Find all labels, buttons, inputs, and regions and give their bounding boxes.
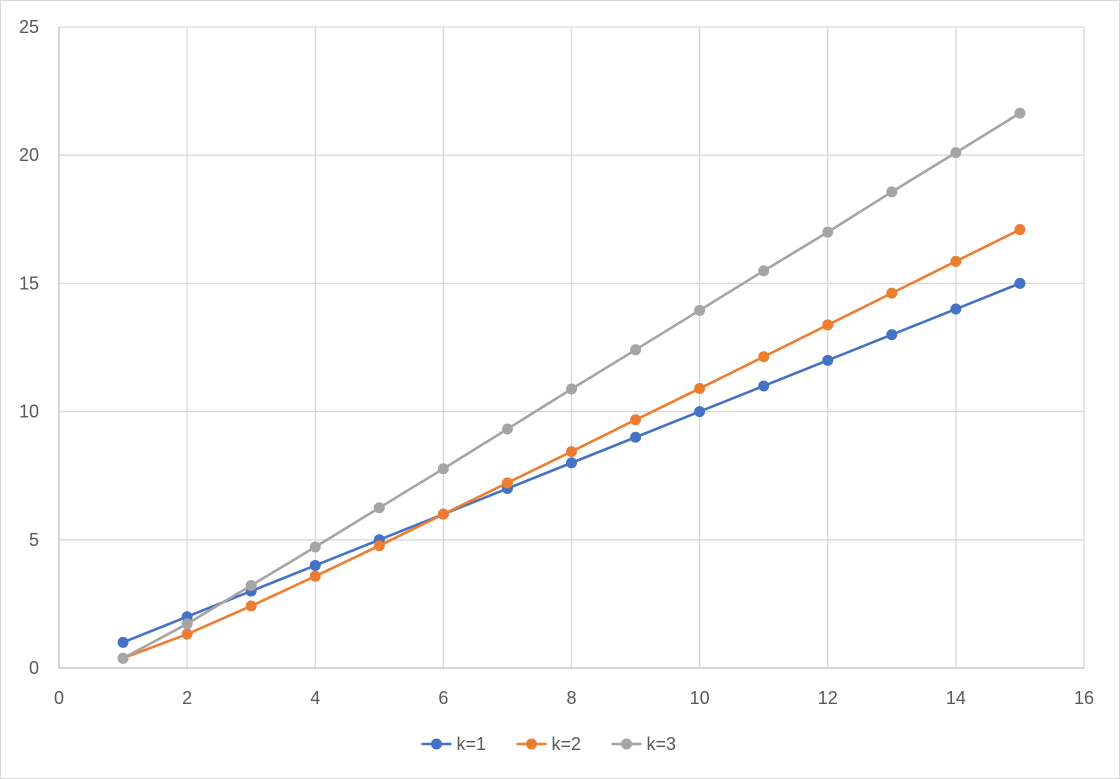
data-point — [566, 446, 577, 458]
data-point — [245, 579, 257, 591]
x-tick-label: 14 — [946, 688, 966, 708]
y-tick-label: 15 — [19, 273, 39, 293]
data-point — [245, 600, 257, 612]
data-point — [309, 559, 321, 571]
data-point — [181, 618, 193, 630]
axis-layer: 0 5 10 15 20 25 0 2 4 6 8 10 12 14 16 — [19, 17, 1094, 708]
legend-swatch-marker — [621, 738, 632, 750]
x-tick-label: 2 — [182, 688, 192, 708]
data-point — [501, 477, 513, 489]
data-point — [886, 186, 898, 198]
data-point — [181, 628, 193, 640]
data-point — [437, 463, 449, 475]
y-tick-label: 20 — [19, 145, 39, 165]
x-tick-label: 10 — [690, 688, 710, 708]
data-point — [566, 457, 577, 469]
legend-swatch-marker — [526, 738, 537, 750]
grid-layer — [59, 26, 1085, 668]
y-tick-label: 25 — [19, 17, 39, 37]
data-point — [373, 502, 385, 514]
data-point — [822, 226, 834, 238]
data-point — [758, 351, 770, 363]
legend: k=1 k=2 k=3 — [421, 734, 677, 754]
data-point — [1014, 277, 1026, 289]
x-tick-label: 0 — [54, 688, 64, 708]
series-layer — [117, 107, 1026, 664]
data-point — [1014, 224, 1026, 236]
data-point — [373, 540, 385, 552]
y-tick-label: 0 — [29, 658, 39, 678]
data-point — [117, 636, 129, 648]
data-point — [758, 380, 770, 392]
x-tick-label: 6 — [438, 688, 448, 708]
y-tick-label: 10 — [19, 402, 39, 422]
data-point — [630, 431, 642, 443]
y-tick-label: 5 — [29, 530, 39, 550]
data-point — [630, 344, 642, 356]
data-point — [694, 406, 706, 418]
data-point — [566, 383, 577, 395]
legend-label: k=2 — [552, 734, 582, 754]
data-point — [950, 303, 962, 315]
data-point — [309, 541, 321, 553]
legend-label: k=1 — [457, 734, 487, 754]
x-tick-label: 4 — [310, 688, 320, 708]
data-point — [1014, 107, 1026, 119]
data-point — [886, 329, 898, 341]
series-k-3 — [117, 107, 1026, 664]
data-point — [758, 265, 770, 277]
data-point — [822, 319, 834, 331]
data-point — [950, 255, 962, 267]
x-tick-label: 12 — [818, 688, 838, 708]
legend-item: k=1 — [421, 734, 487, 754]
x-tick-label: 8 — [566, 688, 576, 708]
data-point — [630, 414, 642, 426]
legend-label: k=3 — [647, 734, 677, 754]
data-point — [501, 423, 513, 435]
data-point — [886, 287, 898, 299]
legend-item: k=2 — [516, 734, 582, 754]
data-point — [694, 383, 706, 395]
data-point — [309, 570, 321, 582]
data-point — [950, 147, 962, 159]
data-point — [822, 354, 834, 366]
data-point — [117, 652, 129, 664]
data-point — [437, 508, 449, 520]
legend-item: k=3 — [611, 734, 677, 754]
data-point — [694, 304, 706, 316]
legend-swatch-marker — [431, 738, 442, 750]
x-tick-label: 16 — [1074, 688, 1094, 708]
